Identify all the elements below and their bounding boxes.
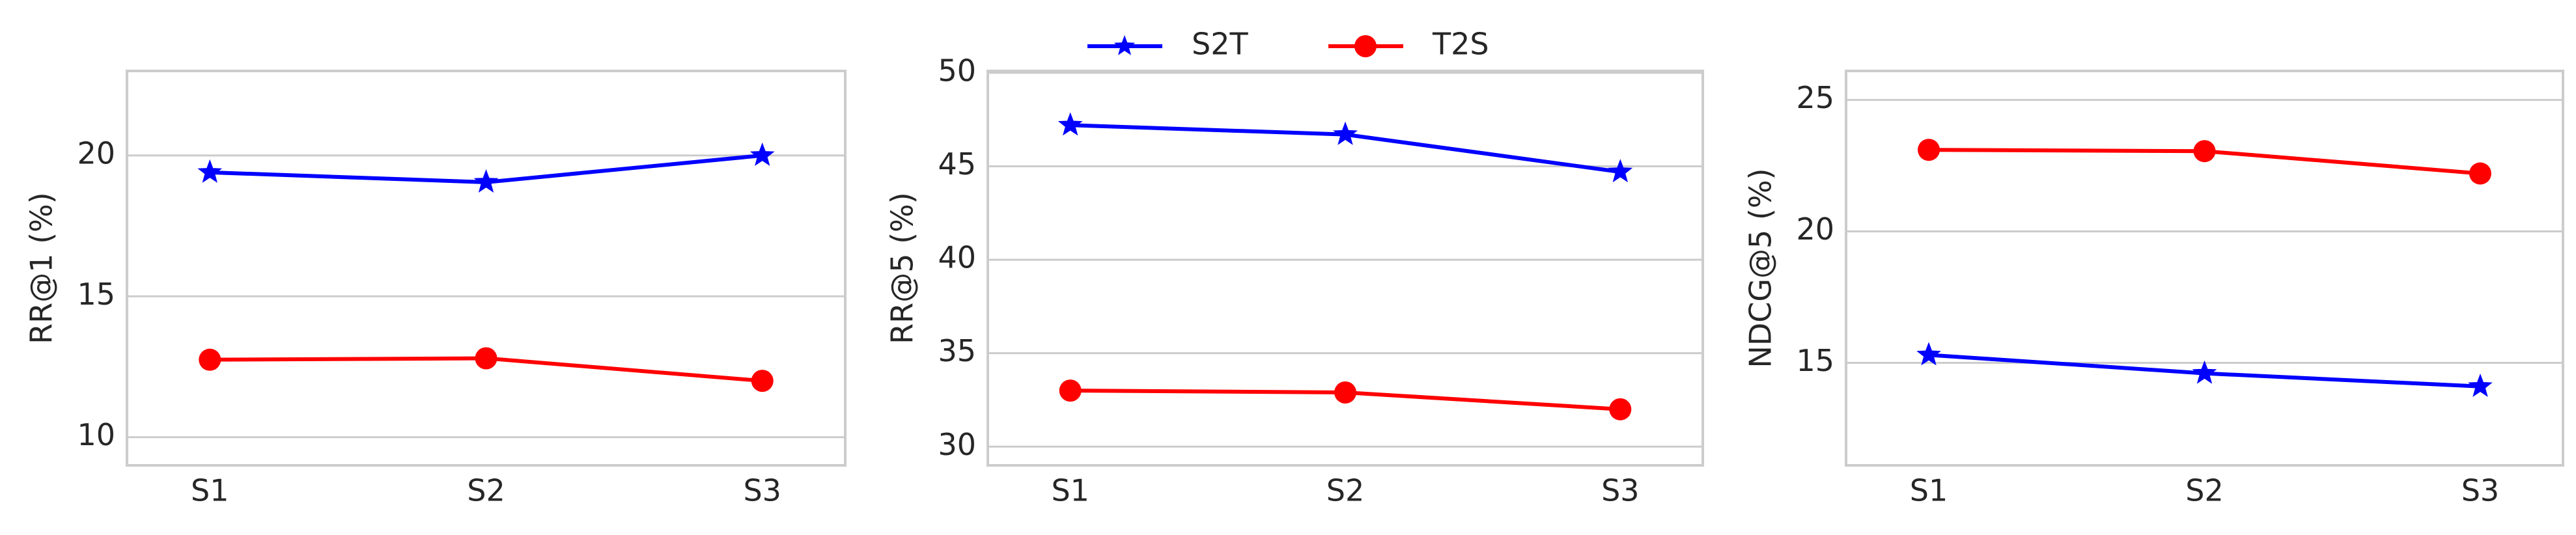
plot-frame (987, 70, 1704, 467)
y-tick-label: 30 (938, 427, 976, 462)
marker (2192, 360, 2217, 384)
marker (1057, 112, 1083, 136)
marker (473, 169, 499, 193)
marker (751, 370, 774, 392)
legend-label: T2S (1432, 27, 1489, 62)
plot-frame (126, 70, 847, 467)
marker (1334, 381, 1356, 404)
marker (2468, 373, 2493, 397)
legend-marker (1354, 35, 1377, 57)
marker (2469, 162, 2491, 185)
marker (197, 159, 223, 183)
x-tick-label: S1 (1910, 473, 1948, 508)
marker (1918, 139, 1940, 161)
x-tick-label: S2 (467, 473, 505, 508)
y-tick-label: 25 (1796, 80, 1834, 115)
x-tick-label: S1 (191, 473, 229, 508)
y-tick-label: 15 (1796, 343, 1834, 378)
x-tick-label: S3 (1601, 473, 1639, 508)
marker (475, 347, 497, 370)
y-tick-label: 45 (938, 146, 976, 182)
y-tick-label: 50 (938, 53, 976, 88)
marker (1059, 379, 1082, 402)
y-tick-label: 40 (938, 240, 976, 275)
x-tick-label: S1 (1051, 473, 1089, 508)
y-tick-label: 20 (77, 135, 115, 171)
y-axis-label: RR@5 (%) (885, 192, 920, 344)
x-tick-label: S2 (1326, 473, 1364, 508)
marker (2193, 140, 2216, 163)
marker (1333, 121, 1358, 145)
y-tick-label: 15 (77, 277, 115, 312)
x-tick-label: S3 (743, 473, 781, 508)
y-tick-label: 35 (938, 333, 976, 368)
x-tick-label: S3 (2461, 473, 2499, 508)
y-tick-label: 10 (77, 417, 115, 452)
y-tick-label: 20 (1796, 212, 1834, 247)
x-tick-label: S2 (2185, 473, 2223, 508)
marker (1608, 159, 1633, 183)
y-axis-label: NDCG@5 (%) (1743, 168, 1778, 368)
legend-marker (1113, 35, 1136, 55)
marker (199, 348, 221, 371)
marker (749, 143, 775, 166)
marker (1609, 398, 1632, 420)
y-axis-label: RR@1 (%) (24, 192, 59, 344)
legend-label: S2T (1192, 27, 1248, 62)
marker (1916, 342, 1941, 366)
plot-frame (1845, 70, 2564, 467)
